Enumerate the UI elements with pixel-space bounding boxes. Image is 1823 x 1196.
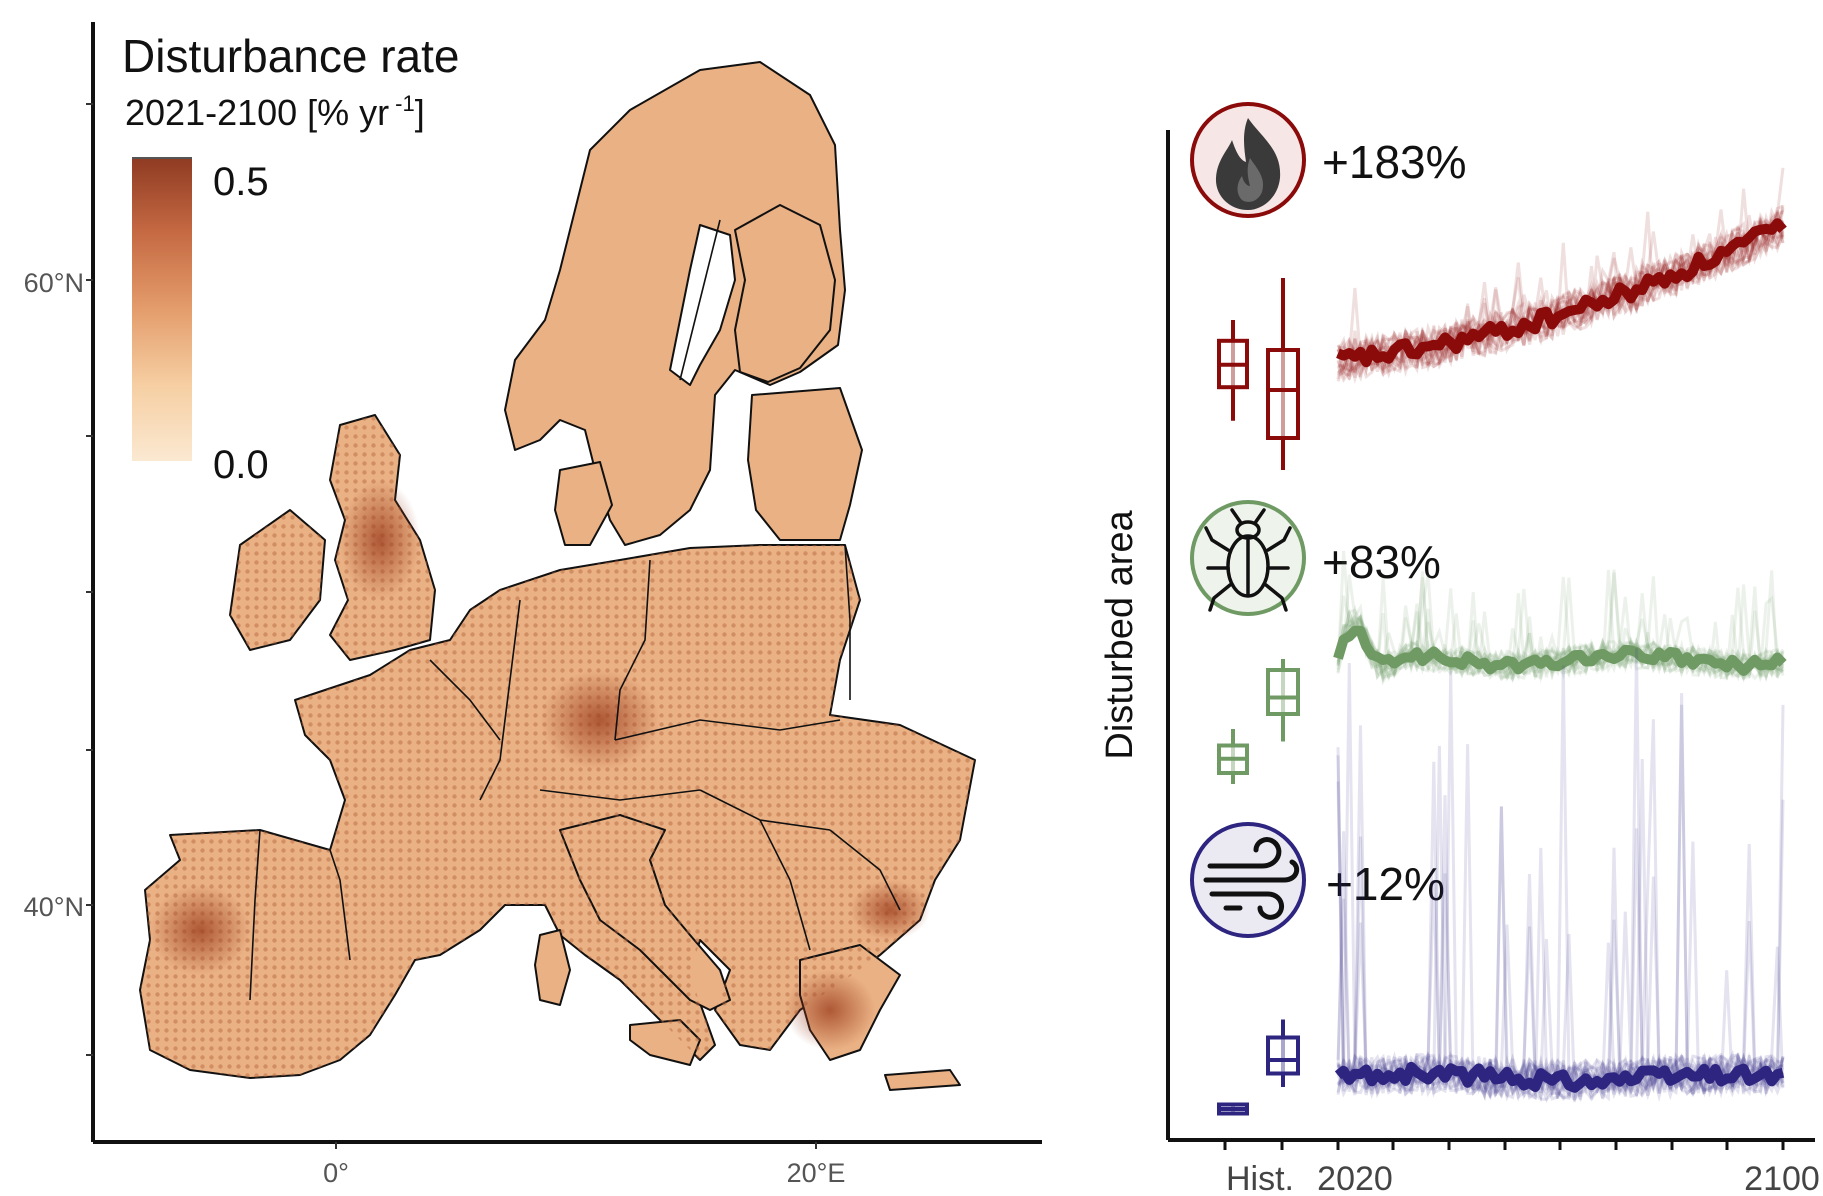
legend-period: 2021-2100 [% yr -1] — [125, 91, 425, 133]
beetle-icon — [1204, 508, 1292, 612]
beetle-ensemble-member — [1336, 571, 1785, 682]
lon-label-20e: 20°E — [787, 1158, 846, 1188]
beetle-ensemble-member — [1336, 615, 1784, 682]
fire-mean-line — [1336, 218, 1787, 368]
lon-label-0: 0° — [323, 1158, 349, 1188]
lon-ticks — [335, 1142, 817, 1149]
wind-ensemble-member — [1337, 665, 1784, 1100]
timeseries-panel: Disturbed area Hist. 2020 2100 +183% — [1099, 102, 1820, 1196]
legend-period-exponent: -1 — [395, 91, 415, 116]
fire-icon — [1215, 118, 1281, 210]
beetle-ensemble-member — [1336, 572, 1785, 681]
lat-ticks — [86, 103, 93, 1056]
fire-row: +183% — [1190, 102, 1787, 470]
crete — [884, 1069, 961, 1091]
fire-ensemble-member — [1337, 212, 1785, 378]
denmark — [554, 461, 613, 546]
wind-change: +12% — [1326, 858, 1445, 910]
map-legend: Disturbance rate 2021-2100 [% yr -1] 0.5 … — [122, 30, 460, 487]
wind-mean-line — [1334, 1061, 1785, 1093]
country-borders — [249, 219, 901, 1001]
beetle-boxplots — [1217, 659, 1300, 784]
legend-period-text: 2021-2100 [% yr — [125, 92, 389, 133]
fire-boxplot-box — [1266, 348, 1300, 440]
beetle-boxplot-box — [1266, 668, 1300, 716]
fire-ensemble-member — [1336, 219, 1785, 383]
ts-x-ticks — [1223, 1140, 1785, 1150]
beetle-series-lines — [1333, 550, 1787, 686]
fire-series-lines — [1336, 167, 1787, 384]
fire-ensemble-member — [1336, 210, 1785, 384]
gulf-of-bothnia — [669, 224, 736, 386]
legend-colorbar — [132, 157, 192, 462]
wind-boxplot-box — [1266, 1035, 1300, 1076]
x-tick-2100: 2100 — [1744, 1160, 1820, 1196]
wind-ensemble-member — [1336, 719, 1784, 1101]
x-tick-hist: Hist. — [1226, 1160, 1294, 1196]
wind-boxplots — [1217, 1019, 1300, 1116]
fire-change: +183% — [1322, 136, 1467, 188]
finland — [734, 204, 836, 383]
fire-ensemble-member — [1336, 214, 1785, 378]
baltics — [747, 387, 863, 541]
wind-icon — [1203, 837, 1300, 920]
legend-min-label: 0.0 — [213, 443, 269, 487]
legend-max-label: 0.5 — [213, 160, 269, 204]
wind-series-lines — [1334, 648, 1785, 1104]
beetle-mean-line — [1333, 625, 1787, 676]
fire-boxplots — [1217, 278, 1300, 470]
lat-label-40: 40°N — [24, 892, 84, 922]
wind-row: +12% — [1190, 648, 1785, 1116]
beetle-change: +83% — [1322, 536, 1441, 588]
sardinia — [534, 929, 571, 1006]
x-tick-2020: 2020 — [1317, 1160, 1393, 1196]
legend-period-close: ] — [415, 92, 425, 133]
beetle-row: +83% — [1190, 500, 1787, 784]
wind-ensemble-member — [1336, 919, 1785, 1102]
lat-label-60: 60°N — [24, 268, 84, 298]
ts-y-label: Disturbed area — [1099, 510, 1141, 760]
scandinavia — [504, 61, 846, 546]
fire-ensemble-member — [1336, 204, 1784, 382]
legend-title: Disturbance rate — [122, 30, 460, 82]
map-panel: 60°N 40°N 0° 20°E — [24, 22, 1042, 1188]
beetle-ensemble-member — [1336, 595, 1785, 681]
